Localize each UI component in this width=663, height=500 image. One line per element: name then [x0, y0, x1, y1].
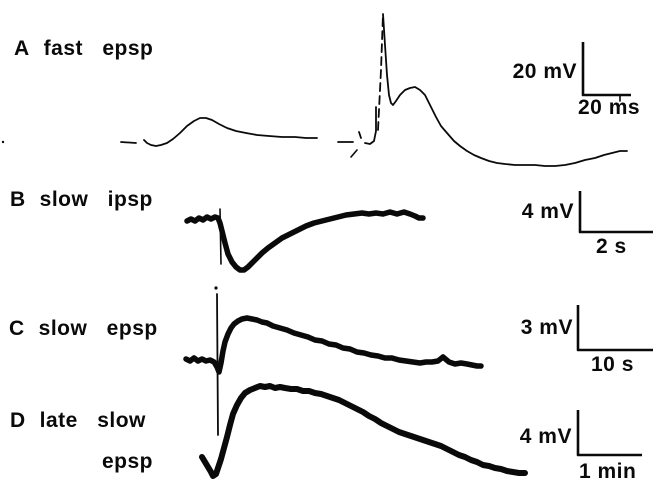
scalebar-b-voltage-label: 4 mV [521, 200, 574, 223]
panel-d-letter: D [10, 409, 26, 432]
trace-a-pre-epsp [143, 117, 318, 147]
scalebar-d [576, 410, 642, 457]
trace-c-dot [214, 286, 218, 290]
panel-d-title-line2: epsp [102, 450, 154, 473]
panel-a-title: fast epsp [43, 37, 154, 60]
panel-b-letter: B [10, 188, 26, 211]
trace-a-main [382, 13, 628, 167]
scalebar-d-time-label: 1 min [579, 460, 637, 483]
trace-b [184, 209, 426, 273]
trace-a-spike-rise [377, 13, 384, 131]
scalebar-a-voltage-label: 20 mV [512, 60, 577, 83]
trace-a-artifact-tick [350, 149, 358, 158]
scalebar-c-voltage-label: 3 mV [520, 316, 573, 339]
panel-c-title: slow epsp [38, 317, 158, 340]
scalebar-b-time-label: 2 s [596, 235, 627, 258]
panel-a-letter: A [14, 37, 30, 60]
scalebar-a [581, 42, 631, 97]
trace-c [183, 315, 484, 375]
scalebar-b [578, 191, 653, 234]
trace-d [199, 383, 528, 479]
scalebar-d-voltage-label: 4 mV [519, 425, 572, 448]
trace-a-artifact-comma [358, 131, 362, 139]
trace-a-dash-1 [120, 141, 137, 144]
panel-c-letter: C [9, 317, 25, 340]
scalebar-a-time-label: 20 ms [578, 96, 641, 119]
trace-a-artifact-hook [364, 106, 377, 145]
scalebar-c-time-label: 10 s [591, 353, 634, 376]
scalebar-c [576, 305, 653, 352]
panel-d-title: late slow [39, 409, 146, 432]
trace-a-dot [1, 140, 5, 144]
panel-b-title: slow ipsp [39, 188, 153, 211]
